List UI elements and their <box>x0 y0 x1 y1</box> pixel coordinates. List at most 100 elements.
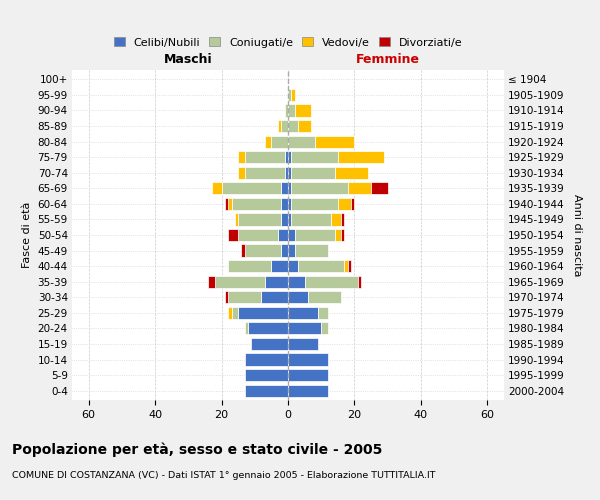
Bar <box>295 244 328 256</box>
Text: Femmine: Femmine <box>356 53 419 66</box>
Bar <box>351 198 355 210</box>
Bar <box>292 89 295 101</box>
Bar <box>281 182 288 194</box>
Bar <box>288 214 292 226</box>
Bar <box>344 260 348 272</box>
Bar <box>335 166 368 179</box>
Bar <box>288 89 292 101</box>
Bar <box>278 120 281 132</box>
Bar <box>292 166 335 179</box>
Bar <box>281 244 288 256</box>
Bar <box>341 229 344 241</box>
Bar <box>212 182 221 194</box>
Bar <box>338 198 351 210</box>
Bar <box>358 276 361 288</box>
Text: COMUNE DI COSTANZANA (VC) - Dati ISTAT 1° gennaio 2005 - Elaborazione TUTTITALIA: COMUNE DI COSTANZANA (VC) - Dati ISTAT 1… <box>12 471 436 480</box>
Bar <box>262 291 288 304</box>
Bar <box>215 276 265 288</box>
Bar <box>241 244 245 256</box>
Bar <box>288 384 328 396</box>
Bar <box>298 260 344 272</box>
Bar <box>292 182 348 194</box>
Bar <box>235 214 238 226</box>
Bar <box>295 229 335 241</box>
Bar <box>225 291 228 304</box>
Bar <box>245 166 284 179</box>
Bar <box>371 182 388 194</box>
Bar <box>348 260 351 272</box>
Bar <box>245 354 288 366</box>
Legend: Celibi/Nubili, Coniugati/e, Vedovi/e, Divorziati/e: Celibi/Nubili, Coniugati/e, Vedovi/e, Di… <box>109 32 467 52</box>
Bar <box>288 229 295 241</box>
Y-axis label: Fasce di età: Fasce di età <box>22 202 32 268</box>
Bar <box>288 120 298 132</box>
Bar <box>238 229 278 241</box>
Bar <box>288 276 305 288</box>
Bar <box>245 151 284 163</box>
Bar <box>338 151 385 163</box>
Bar <box>251 338 288 350</box>
Bar <box>335 229 341 241</box>
Bar <box>245 369 288 381</box>
Bar <box>271 136 288 147</box>
Bar <box>281 120 288 132</box>
Bar <box>288 198 292 210</box>
Bar <box>308 291 341 304</box>
Bar <box>288 244 295 256</box>
Bar <box>284 151 288 163</box>
Bar <box>348 182 371 194</box>
Y-axis label: Anni di nascita: Anni di nascita <box>572 194 581 276</box>
Bar <box>245 384 288 396</box>
Bar <box>305 276 358 288</box>
Bar <box>288 104 295 117</box>
Bar <box>238 166 245 179</box>
Bar <box>295 104 311 117</box>
Bar <box>265 136 271 147</box>
Bar <box>278 229 288 241</box>
Bar <box>228 260 271 272</box>
Bar <box>228 307 232 319</box>
Bar <box>228 291 262 304</box>
Bar <box>318 307 328 319</box>
Bar <box>208 276 215 288</box>
Bar <box>321 322 328 334</box>
Bar <box>292 214 331 226</box>
Bar <box>281 198 288 210</box>
Bar <box>284 104 288 117</box>
Bar <box>271 260 288 272</box>
Bar <box>284 166 288 179</box>
Bar <box>238 151 245 163</box>
Bar <box>288 166 292 179</box>
Bar <box>288 307 318 319</box>
Bar <box>225 198 228 210</box>
Bar <box>228 198 232 210</box>
Bar <box>281 214 288 226</box>
Bar <box>232 198 281 210</box>
Bar <box>341 214 344 226</box>
Bar <box>288 182 292 194</box>
Text: Popolazione per età, sesso e stato civile - 2005: Popolazione per età, sesso e stato civil… <box>12 442 382 457</box>
Bar <box>221 182 281 194</box>
Bar <box>248 322 288 334</box>
Bar <box>288 291 308 304</box>
Bar <box>288 151 292 163</box>
Bar <box>331 214 341 226</box>
Bar <box>238 214 281 226</box>
Text: Maschi: Maschi <box>164 53 212 66</box>
Bar <box>314 136 355 147</box>
Bar <box>288 136 314 147</box>
Bar <box>288 260 298 272</box>
Bar <box>288 369 328 381</box>
Bar <box>245 244 281 256</box>
Bar <box>288 354 328 366</box>
Bar <box>245 322 248 334</box>
Bar <box>292 198 338 210</box>
Bar <box>232 307 238 319</box>
Bar <box>238 307 288 319</box>
Bar <box>288 322 321 334</box>
Bar <box>228 229 238 241</box>
Bar <box>265 276 288 288</box>
Bar <box>292 151 338 163</box>
Bar <box>288 338 318 350</box>
Bar <box>298 120 311 132</box>
